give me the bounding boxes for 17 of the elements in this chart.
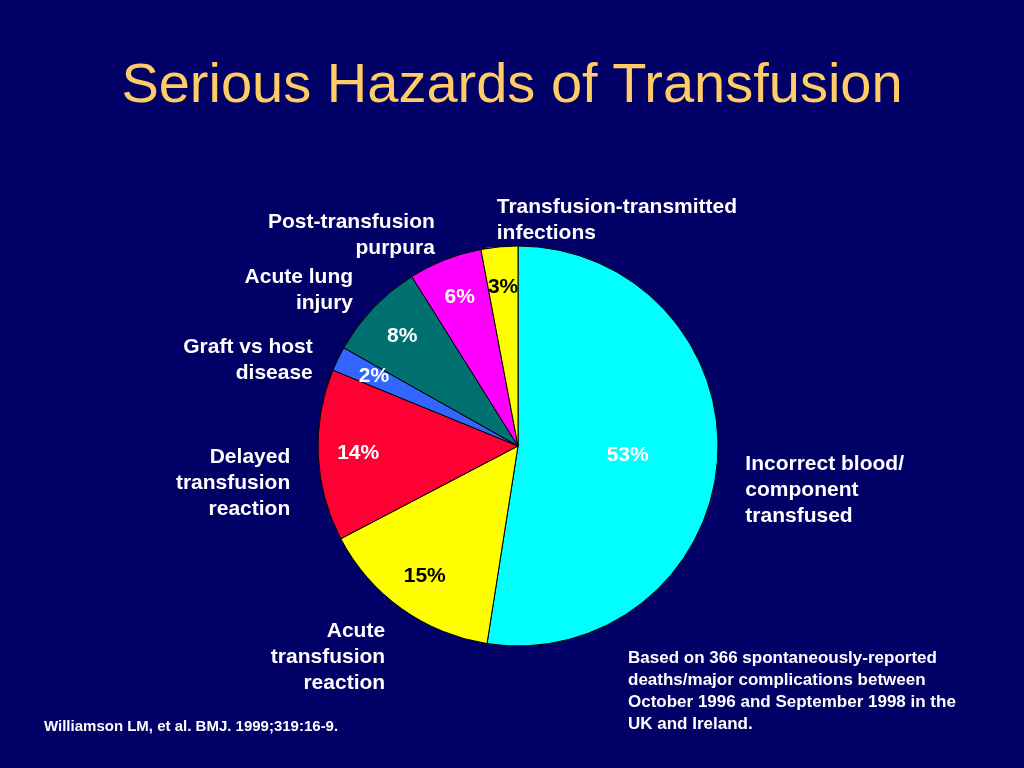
data-label: 2% [358,363,390,387]
slice-label: Acute lung injury [244,263,354,313]
slice-label: Graft vs host disease [183,333,313,383]
slice-label: Delayed transfusion reaction [175,443,291,519]
data-label: 15% [403,563,447,587]
slice-label: Acute transfusion reaction [270,618,386,694]
data-label: 8% [387,322,418,346]
data-label: 6% [444,284,476,308]
text: Williamson LM, et al. BMJ. 1999;319:16-9. [44,717,339,734]
text: Based on 366 spontaneously-reported deaths/major complications between October 1996 and September 1998 in the UK and Ireland. [628,648,956,733]
data-label: 53% [606,441,650,465]
chart-title: Serious Hazards of Transfusion [121,51,903,114]
data-label: 3% [487,273,519,297]
slice-label: Post-transfusion purpura [268,208,436,258]
slice-label: Transfusion-transmitted infections [496,193,738,243]
data-label: 14% [337,440,380,464]
slice-label: Incorrect blood/ component transfused [745,450,905,526]
